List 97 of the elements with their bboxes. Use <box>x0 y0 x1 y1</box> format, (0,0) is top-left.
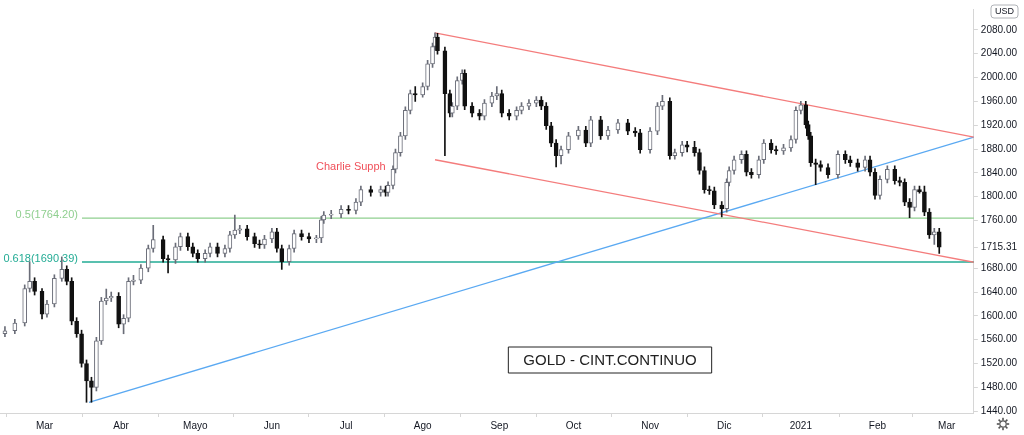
candlestick <box>116 292 121 329</box>
candlestick <box>855 158 861 172</box>
candlestick <box>494 86 500 100</box>
candlestick <box>237 224 243 234</box>
candlestick <box>32 277 37 296</box>
candlestick <box>314 235 319 243</box>
y-tick-label: 2080.00 <box>980 23 1018 35</box>
candlestick <box>252 232 257 248</box>
candlestick <box>885 165 890 184</box>
candlestick <box>739 150 744 164</box>
candlestick <box>922 185 927 217</box>
candlestick <box>813 158 818 186</box>
candlestick <box>912 185 917 212</box>
candlestick <box>425 59 430 91</box>
candlestick <box>917 185 922 194</box>
y-tick-label: 2000.00 <box>980 71 1018 83</box>
x-tick-label: Dic <box>716 419 732 431</box>
candlestick <box>660 95 665 111</box>
candlestick <box>412 86 418 102</box>
y-tick-label: 2040.00 <box>980 47 1018 59</box>
candlestick <box>398 132 403 157</box>
y-tick-label: 1760.00 <box>980 214 1018 226</box>
y-tick-label: 1800.00 <box>980 190 1018 202</box>
candlestick <box>711 186 717 209</box>
y-tick-label: 1440.00 <box>980 404 1018 416</box>
annotation: GOLD - CINT.CONTINUO <box>523 351 697 369</box>
candlestick <box>449 102 455 118</box>
candlestick <box>84 359 89 403</box>
candlestick <box>907 198 912 218</box>
y-tick-label: 1960.00 <box>980 95 1018 107</box>
candlestick <box>697 148 702 175</box>
candlestick <box>52 274 57 308</box>
candlestick <box>477 109 482 121</box>
candlestick <box>173 242 178 264</box>
y-tick-label: 1640.00 <box>980 285 1018 297</box>
candlestick <box>576 126 581 140</box>
candlestick <box>818 160 823 172</box>
candlestick <box>346 205 351 215</box>
candlestick <box>773 145 779 155</box>
y-tick-label: 1680.00 <box>980 261 1018 273</box>
x-tick-label: 2021 <box>789 419 813 431</box>
y-tick-label: 1920.00 <box>980 118 1018 130</box>
ref-line-label: 0.618(1690.39) <box>3 252 78 265</box>
candlestick <box>566 132 571 154</box>
candlestick <box>598 115 603 140</box>
y-tick-label: 1880.00 <box>980 142 1018 154</box>
candlestick <box>262 235 267 249</box>
x-tick-label: Sep <box>490 419 509 431</box>
x-tick-label: Mayo <box>183 419 208 431</box>
x-tick-label: Feb <box>868 419 887 431</box>
candlestick <box>749 168 754 179</box>
candlestick <box>165 254 171 274</box>
annotation: Charlie Supph <box>316 160 386 173</box>
candlestick <box>99 297 104 345</box>
candlestick <box>232 214 238 239</box>
candlestick <box>257 239 262 249</box>
y-tick-label: 1715.31 <box>980 240 1018 252</box>
candlestick <box>482 99 487 121</box>
candlestick <box>702 166 707 194</box>
candlestick <box>131 275 136 286</box>
x-tick-label: Mar <box>35 419 54 431</box>
y-tick-label: 1560.00 <box>980 333 1018 345</box>
candlestick <box>514 106 519 121</box>
x-tick-label: Abr <box>113 419 130 431</box>
candlestick <box>692 140 697 157</box>
x-tick-label: Jul <box>339 419 353 431</box>
candlestick <box>178 232 183 251</box>
x-tick-label: Jun <box>263 419 280 431</box>
candlestick <box>69 277 75 326</box>
ref-line-label: 0.5(1764.20) <box>15 208 78 221</box>
x-tick-label: Oct <box>565 419 582 431</box>
y-tick-label: 1840.00 <box>980 166 1018 178</box>
candlestick <box>89 376 94 403</box>
candlestick <box>94 336 99 392</box>
x-tick-label: Mar <box>938 419 956 431</box>
candlestick <box>902 178 907 206</box>
candlestick <box>842 150 848 164</box>
candlestick <box>328 210 334 220</box>
y-tick-label: 1480.00 <box>980 381 1018 393</box>
candlestick <box>519 102 524 115</box>
y-tick-label: 1600.00 <box>980 309 1018 321</box>
candlestick <box>126 277 131 323</box>
candlestick <box>420 82 425 98</box>
candlestick <box>378 185 383 197</box>
candlestick <box>121 314 126 335</box>
candlestick <box>215 242 220 258</box>
x-tick-label: Nov <box>641 419 659 431</box>
y-tick-label: 1520.00 <box>980 357 1018 369</box>
candlestick <box>744 150 749 177</box>
candlestick <box>927 208 932 239</box>
candlestick <box>655 102 660 136</box>
candlestick <box>74 317 79 338</box>
y-axis-title: USD <box>994 6 1015 17</box>
candlestick <box>299 229 304 241</box>
candlestick <box>403 106 408 140</box>
candlestick <box>79 329 84 368</box>
x-tick-label: Ago <box>413 419 432 431</box>
